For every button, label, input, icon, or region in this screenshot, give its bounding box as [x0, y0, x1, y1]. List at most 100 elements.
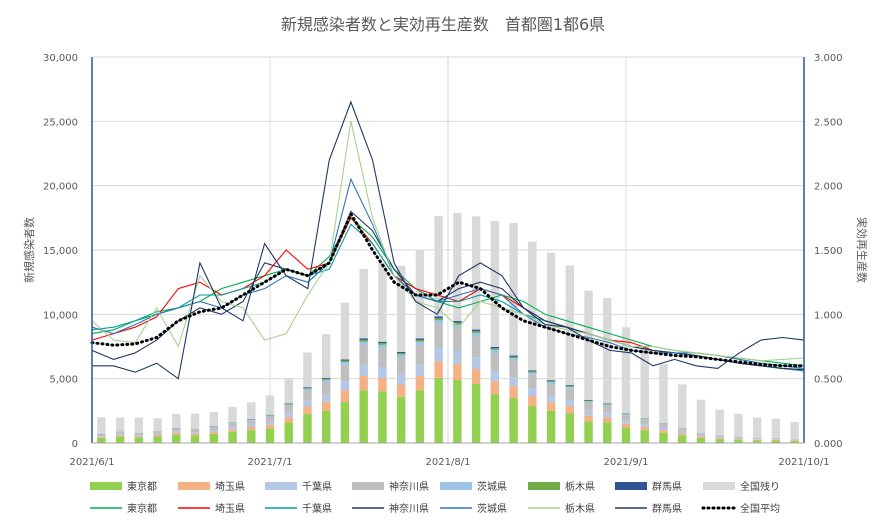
y-tick-label: 0 [72, 439, 78, 450]
bar-segment [659, 432, 668, 443]
bar-segment [509, 358, 518, 361]
bar-segment [359, 338, 368, 340]
bar-segment [378, 378, 387, 392]
series-line [91, 121, 805, 362]
bar-segment [752, 440, 762, 443]
bar-segment [715, 438, 724, 440]
bar-segment [715, 435, 724, 438]
bar-segment [621, 423, 631, 428]
bar-segment [321, 378, 331, 380]
bar-segment [209, 433, 219, 443]
x-tick-label: 2021/7/1 [248, 457, 293, 468]
bar-segment [677, 435, 687, 443]
bar-segment [434, 216, 443, 317]
bar-segment [509, 356, 518, 359]
y2-tick-label: 0.500 [814, 375, 843, 386]
bar-segment [603, 298, 612, 404]
y2-tick-label: 2.500 [814, 117, 843, 128]
bar-segment [247, 402, 256, 419]
bar-segment [134, 435, 144, 437]
bar-segment [265, 395, 275, 415]
bar-segment [565, 385, 575, 387]
bar-segment [696, 437, 706, 443]
bar-segment [228, 423, 237, 428]
legend-line-label: 栃木県 [565, 502, 595, 515]
bar-segment [115, 436, 125, 443]
legend-line-label: 埼玉県 [215, 502, 245, 515]
line-series-group [90, 100, 806, 380]
bar-segment [752, 438, 762, 440]
bar-segment [247, 419, 256, 421]
legend-bar-label: 埼玉県 [215, 480, 245, 493]
bar-segment [209, 430, 219, 432]
y2-tick-label: 1.000 [814, 310, 843, 321]
bar-segment [715, 437, 724, 439]
legend-bar-label: 千葉県 [302, 480, 332, 493]
bar-segment [396, 354, 406, 358]
bar-segment [771, 439, 781, 440]
bar-segment [490, 349, 500, 353]
bar-segment [603, 422, 612, 443]
legend-bar-swatch [615, 482, 647, 490]
bar-segment [734, 439, 743, 443]
bar-segment [303, 413, 312, 443]
bar-segment [359, 390, 368, 443]
bar-segment [134, 436, 144, 438]
bar-segment [471, 332, 481, 337]
bar-segment [247, 427, 256, 431]
bar-segment [509, 397, 518, 443]
y2-tick-label: 1.500 [814, 246, 843, 257]
bar-segment [153, 433, 162, 436]
legend-bar-swatch [178, 482, 210, 490]
bar-segment [528, 374, 537, 389]
bar-segment [640, 424, 649, 427]
bar-segment [303, 388, 312, 389]
y-tick-label: 10,000 [43, 310, 78, 321]
bar-segment [528, 370, 537, 372]
bar-segment [640, 426, 649, 431]
bar-segment [640, 419, 649, 425]
bar-segment [528, 372, 537, 375]
bar-segment [153, 418, 162, 432]
bar-segment [734, 437, 743, 439]
bar-segment [584, 421, 593, 443]
axes: 0 5,000 10,000 15,000 20,000 25,000 30,000 0.00… [43, 53, 843, 468]
bar-segment [584, 290, 593, 400]
bar-segment [284, 404, 293, 406]
series-line [91, 177, 805, 369]
bar-segment [509, 377, 518, 387]
bar-segment [490, 348, 500, 350]
bar-segment [528, 371, 537, 373]
bar-segment [565, 399, 575, 406]
bar-segment [453, 379, 462, 443]
bar-segment [546, 380, 556, 382]
bar-segment [434, 347, 443, 362]
bar-segment [490, 381, 500, 395]
y-tick-label: 30,000 [43, 53, 78, 64]
bar-segment [284, 422, 293, 443]
bar-segment [752, 439, 762, 440]
bar-segment [528, 405, 537, 443]
bar-segment [509, 223, 518, 356]
bar-segment [172, 428, 181, 432]
bar-segment [359, 268, 368, 339]
y2-tick-label: 3.000 [814, 53, 843, 64]
bar-segment [396, 357, 406, 375]
legend-bar-label: 茨城県 [477, 480, 507, 493]
bar-segment [490, 346, 500, 349]
bar-segment [321, 377, 331, 379]
bar-segment [565, 385, 575, 386]
legend-bar-swatch [703, 482, 735, 490]
bar-segment [565, 413, 575, 443]
bar-segment [396, 351, 406, 354]
bar-segment [415, 338, 425, 340]
bar-segment [359, 341, 368, 345]
x-tick-label: 2021/10/1 [778, 457, 829, 468]
bar-segment [771, 418, 781, 439]
legend-bar-label: 群馬県 [652, 480, 682, 493]
bar-segment [771, 439, 781, 441]
legend-bar-swatch [440, 482, 472, 490]
bar-segment [471, 216, 481, 330]
bar-segment [115, 417, 125, 432]
